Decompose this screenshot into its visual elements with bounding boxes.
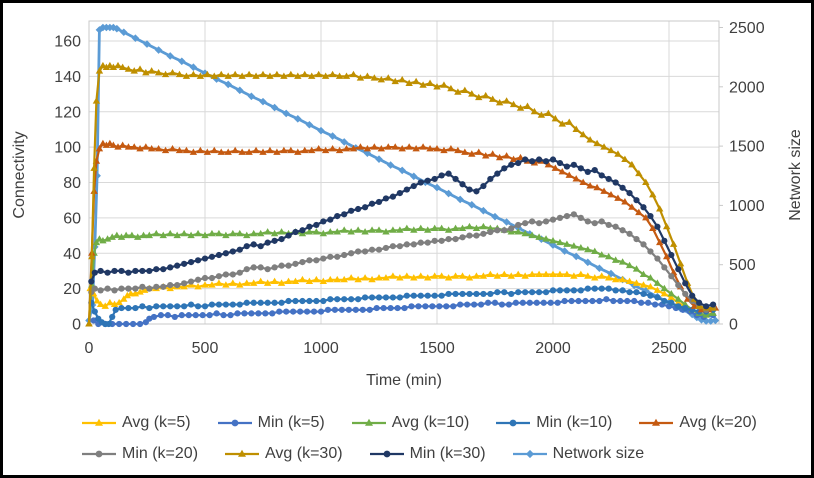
series-min-k-20 xyxy=(88,211,717,313)
triangle-marker-swatch xyxy=(351,418,386,426)
legend-label: Min (k=20) xyxy=(122,445,199,462)
y2-axis-title: Network size xyxy=(787,129,804,221)
x-tick-label: 2500 xyxy=(651,340,687,357)
legend-label: Network size xyxy=(552,445,645,462)
y-tick-label: 20 xyxy=(63,281,81,298)
x-axis-title: Time (min) xyxy=(366,372,442,389)
legend-item-network-size: Network size xyxy=(512,445,645,463)
legend-item-avg-k-5: Avg (k=5) xyxy=(81,414,191,432)
legend-label: Min (k=10) xyxy=(536,414,613,431)
legend-label: Avg (k=20) xyxy=(679,414,757,431)
y2-tick-label: 2000 xyxy=(729,79,765,96)
triangle-marker-swatch xyxy=(639,418,674,426)
legend-label: Min (k=5) xyxy=(257,414,325,431)
y-tick-label: 100 xyxy=(54,140,81,157)
legend-label: Avg (k=5) xyxy=(122,414,191,431)
y-axis-title: Connectivity xyxy=(11,131,28,218)
series-avg-k-30 xyxy=(85,61,717,327)
legend-item-avg-k-20: Avg (k=20) xyxy=(638,414,757,432)
legend-label: Avg (k=10) xyxy=(391,414,470,431)
circle-marker-swatch xyxy=(82,450,116,458)
circle-marker-swatch xyxy=(496,419,531,427)
triangle-marker-swatch xyxy=(82,418,116,426)
legend-label: Avg (k=30) xyxy=(265,445,343,462)
y-tick-label: 40 xyxy=(63,246,81,263)
y-tick-label: 60 xyxy=(63,210,81,227)
triangle-marker-swatch xyxy=(225,449,260,457)
y2-tick-label: 2500 xyxy=(729,20,765,37)
x-tick-label: 2000 xyxy=(535,340,571,357)
legend-item-min-k-10: Min (k=10) xyxy=(495,414,612,432)
circle-marker-swatch xyxy=(369,450,404,458)
axis-labels: 0 500 1000 1500 2000 2500 0 20 40 60 80 100 120 140 16… xyxy=(54,20,764,357)
x-tick-label: 0 xyxy=(85,340,94,357)
y2-tick-label: 1500 xyxy=(729,139,765,156)
x-tick-label: 500 xyxy=(192,340,219,357)
legend-label: Min (k=30) xyxy=(409,445,486,462)
legend-item-min-k-30: Min (k=30) xyxy=(369,445,486,463)
plot-area-border xyxy=(88,20,720,325)
y-tick-label: 160 xyxy=(54,34,81,51)
legend-item-min-k-20: Min (k=20) xyxy=(81,445,198,463)
series-avg-k-10 xyxy=(85,222,717,327)
x-tick-label: 1500 xyxy=(419,340,455,357)
y-tick-label: 140 xyxy=(54,69,81,86)
legend-row: Min (k=20) Avg (k=30) Min (k=30) Network si… xyxy=(81,445,811,463)
x-tick-label: 1000 xyxy=(303,340,339,357)
circle-marker-swatch xyxy=(217,419,252,427)
legend-row: Avg (k=5) Min (k=5) Avg (k=10) Min (k=10) Av… xyxy=(81,414,811,432)
series-min-k-10 xyxy=(88,285,717,328)
data-series xyxy=(85,23,720,328)
y-tick-label: 80 xyxy=(63,175,81,192)
y-tick-label: 120 xyxy=(54,104,81,121)
y2-tick-label: 0 xyxy=(729,317,738,334)
y-tick-label: 0 xyxy=(72,317,81,334)
diamond-marker-swatch xyxy=(512,449,547,459)
series-avg-k-5 xyxy=(86,270,717,318)
chart-legend: Avg (k=5) Min (k=5) Avg (k=10) Min (k=10) Av… xyxy=(3,414,811,463)
legend-item-avg-k-10: Avg (k=10) xyxy=(351,414,470,432)
y2-tick-label: 500 xyxy=(729,257,756,274)
y2-tick-label: 1000 xyxy=(729,198,765,215)
connectivity-line-chart: 0 500 1000 1500 2000 2500 0 20 40 60 80 100 120 140 16… xyxy=(11,20,804,389)
series-min-k-5 xyxy=(90,296,717,328)
legend-item-avg-k-30: Avg (k=30) xyxy=(224,445,343,463)
legend-item-min-k-5: Min (k=5) xyxy=(217,414,325,432)
series-min-k-30 xyxy=(88,156,717,310)
